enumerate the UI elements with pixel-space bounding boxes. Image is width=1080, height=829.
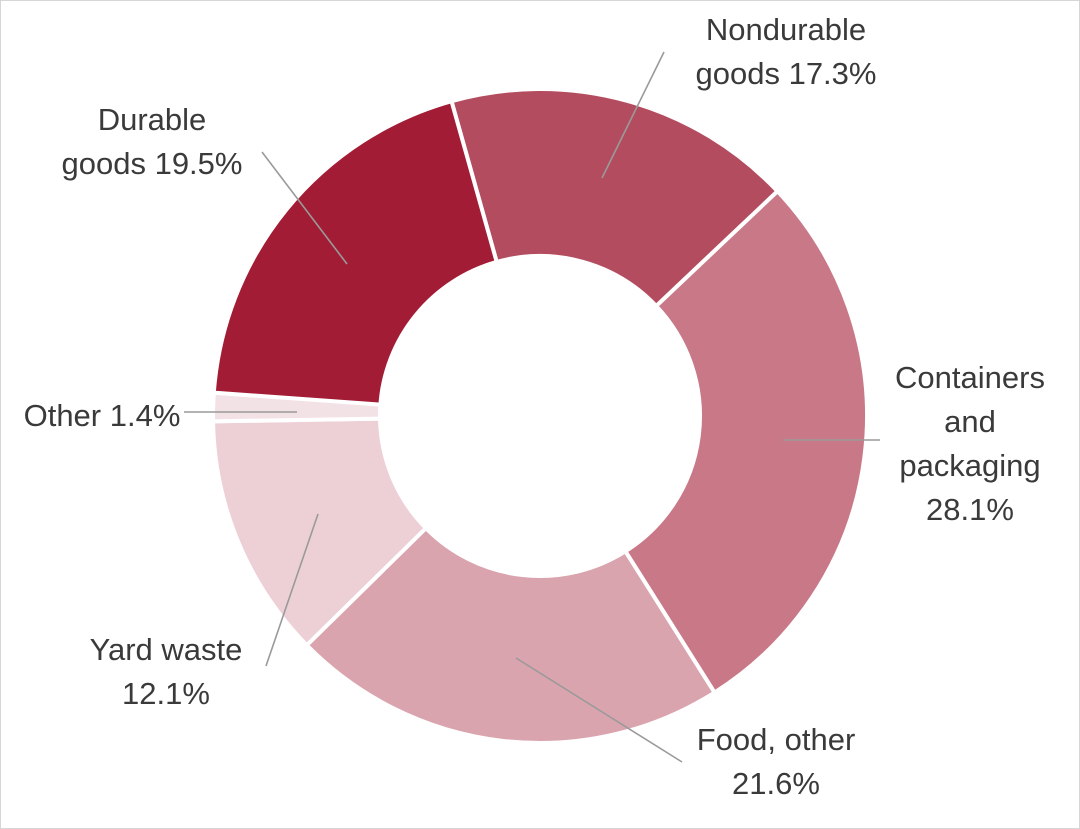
slice-label-4: Other 1.4% — [24, 398, 181, 433]
slice-label-2: Food, other 21.6% — [697, 722, 856, 801]
slice-label-3: Yard waste 12.1% — [90, 632, 243, 711]
slice-1 — [622, 188, 869, 696]
leader-line-5 — [261, 151, 348, 265]
slice-label-1: Containers and packaging 28.1% — [895, 360, 1045, 527]
leader-lines-group — [184, 51, 880, 763]
slice-label-line: Yard waste — [90, 632, 243, 667]
slice-label-0: Nondurable goods 17.3% — [696, 12, 877, 91]
slice-label-line: Containers — [895, 360, 1045, 395]
leader-line-3 — [265, 513, 319, 667]
leader-line-2 — [515, 657, 683, 763]
slice-label-line: and — [944, 404, 996, 439]
labels-group: Nondurable goods 17.3% Containers and packag… — [24, 12, 1045, 801]
slice-label-line: goods 19.5% — [62, 146, 243, 181]
slice-label-line: goods 17.3% — [696, 56, 877, 91]
slice-label-line: 21.6% — [732, 766, 820, 801]
slice-label-line: Durable — [98, 102, 207, 137]
slice-2 — [303, 525, 718, 745]
slices-group — [211, 87, 869, 745]
slice-5 — [211, 98, 500, 407]
slice-0 — [449, 87, 781, 309]
slice-label-line: Food, other — [697, 722, 856, 757]
slice-label-line: 12.1% — [122, 676, 210, 711]
slice-3 — [211, 416, 429, 649]
slice-label-line: packaging — [899, 448, 1040, 483]
slice-label-5: Durable goods 19.5% — [62, 102, 243, 181]
slice-label-line: 28.1% — [926, 492, 1014, 527]
leader-line-0 — [601, 51, 665, 179]
slice-label-line: Nondurable — [706, 12, 866, 47]
slice-label-line: Other 1.4% — [24, 398, 181, 433]
